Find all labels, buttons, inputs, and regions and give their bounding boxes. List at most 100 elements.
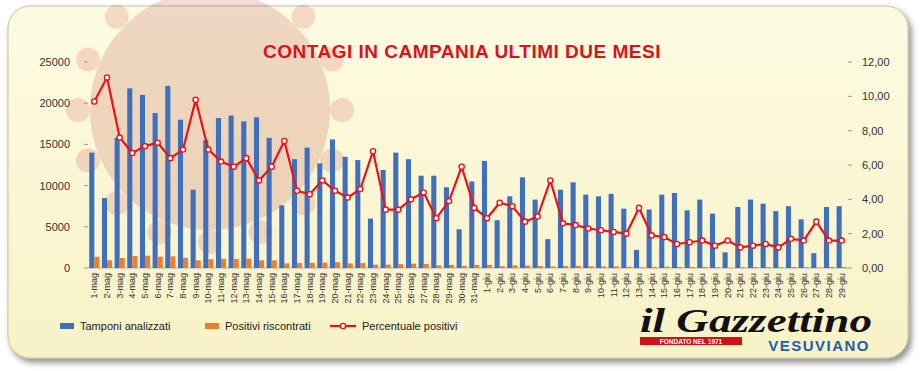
x-tick-label: 31-mag xyxy=(469,273,479,304)
marker xyxy=(206,147,211,152)
marker xyxy=(776,245,781,250)
y2-tick-label: 0,00 xyxy=(862,262,883,274)
bar xyxy=(89,153,94,268)
x-tick-label: 3-giu xyxy=(507,273,517,293)
bar xyxy=(811,253,816,268)
x-tick-label: 20-giu xyxy=(723,273,733,298)
x-tick-label: 28-giu xyxy=(824,273,834,298)
bar xyxy=(512,265,517,268)
x-tick-label: 30-mag xyxy=(457,273,467,304)
marker xyxy=(700,238,705,243)
x-tick-label: 27-mag xyxy=(419,273,429,304)
bar xyxy=(279,205,284,268)
y2-tick-label: 8,00 xyxy=(862,125,883,137)
y-tick xyxy=(84,144,88,145)
x-tick-label: 15-giu xyxy=(659,273,669,298)
bar xyxy=(837,206,842,268)
marker xyxy=(130,150,135,155)
legend-label: Percentuale positivi xyxy=(362,320,457,332)
bar xyxy=(335,262,340,268)
bar xyxy=(753,267,758,268)
bar xyxy=(766,267,771,268)
bar xyxy=(330,139,335,268)
x-tick-label: 4-giu xyxy=(520,273,530,293)
x-tick-label: 1-mag xyxy=(89,273,99,299)
x-tick-label: 22-mag xyxy=(355,273,365,304)
marker xyxy=(535,214,540,219)
marker xyxy=(294,188,299,193)
bar xyxy=(254,117,259,268)
bar xyxy=(259,260,264,268)
x-tick-label: 27-giu xyxy=(811,273,821,298)
bar xyxy=(735,207,740,268)
bar xyxy=(563,266,568,268)
marker xyxy=(725,238,730,243)
x-tick-label: 29-mag xyxy=(444,273,454,304)
bar xyxy=(816,267,821,268)
bar xyxy=(791,267,796,268)
marker xyxy=(193,97,198,102)
x-tick-label: 11-mag xyxy=(216,273,226,303)
bar xyxy=(436,265,441,268)
marker xyxy=(434,216,439,221)
x-tick-label: 6-giu xyxy=(545,273,555,293)
logo-tag: FONDATO NEL 1971 xyxy=(660,338,723,345)
x-tick-label: 17-giu xyxy=(685,273,695,298)
bar xyxy=(373,265,378,268)
marker xyxy=(396,207,401,212)
x-tick-label: 3-mag xyxy=(115,273,125,299)
x-tick-label: 2-mag xyxy=(102,273,112,299)
bar xyxy=(761,204,766,268)
bar xyxy=(647,209,652,268)
bar xyxy=(140,95,145,268)
bar xyxy=(715,267,720,268)
marker xyxy=(662,235,667,240)
bar xyxy=(297,263,302,268)
x-tick-label: 12-giu xyxy=(621,273,631,298)
x-tick-label: 14-mag xyxy=(254,273,264,304)
line xyxy=(94,77,841,247)
y-tick xyxy=(84,62,88,63)
marker xyxy=(674,241,679,246)
x-tick-label: 9-mag xyxy=(191,273,201,299)
x-tick-label: 18-giu xyxy=(697,273,707,298)
bar xyxy=(558,190,563,268)
x-tick-label: 7-giu xyxy=(558,273,568,293)
bar xyxy=(664,267,669,268)
y-tick xyxy=(84,268,88,269)
virus-spike xyxy=(291,5,315,29)
bar xyxy=(545,239,550,268)
x-tick-label: 25-mag xyxy=(393,273,403,304)
bar xyxy=(652,267,657,268)
bar xyxy=(386,265,391,268)
y-tick xyxy=(84,185,88,186)
marker xyxy=(497,200,502,205)
x-tick-label: 29-giu xyxy=(837,273,847,298)
marker xyxy=(788,236,793,241)
bar xyxy=(634,250,639,268)
legend-marker xyxy=(340,323,345,328)
bar xyxy=(221,259,226,268)
marker xyxy=(586,226,591,231)
marker xyxy=(332,188,337,193)
marker xyxy=(256,178,261,183)
logo-band xyxy=(640,337,742,345)
bar xyxy=(702,267,707,268)
bar xyxy=(411,264,416,268)
marker xyxy=(218,159,223,164)
x-tick-label: 24-giu xyxy=(773,273,783,298)
marker xyxy=(598,228,603,233)
bar xyxy=(500,266,505,268)
marker xyxy=(839,238,844,243)
y2-tick xyxy=(848,62,852,63)
bar xyxy=(748,200,753,268)
x-tick-label: 14-giu xyxy=(647,273,657,298)
legend-label: Tamponi analizzati xyxy=(80,320,171,332)
bar xyxy=(216,118,221,268)
x-tick-label: 25-giu xyxy=(786,273,796,298)
bar xyxy=(677,267,682,268)
bar xyxy=(343,157,348,268)
x-tick-label: 10-giu xyxy=(596,273,606,298)
bar xyxy=(778,267,783,268)
virus-spike xyxy=(76,47,100,71)
